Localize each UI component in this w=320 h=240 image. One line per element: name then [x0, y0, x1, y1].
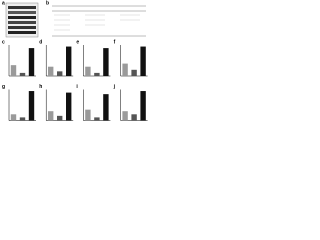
bar	[10, 114, 17, 121]
bar	[85, 109, 91, 121]
panel-label: j	[113, 84, 116, 90]
bar	[131, 69, 137, 76]
panel-label: c	[2, 39, 5, 45]
bar	[48, 66, 54, 76]
panel-label: e	[76, 39, 79, 45]
panel-label: g	[2, 84, 5, 90]
bar	[131, 114, 137, 121]
western-blot	[5, 2, 39, 38]
bar	[122, 111, 128, 121]
bar	[94, 72, 100, 76]
bar	[103, 48, 109, 76]
bar	[48, 111, 54, 121]
bar	[122, 63, 128, 76]
bar	[19, 117, 26, 121]
bar	[19, 72, 26, 76]
bar	[28, 48, 35, 76]
bar	[140, 91, 146, 121]
bar	[66, 92, 72, 121]
panel-label: a	[2, 0, 5, 6]
bar	[10, 65, 17, 76]
bar	[140, 46, 146, 76]
bar	[94, 117, 100, 121]
panel-label: b	[46, 0, 49, 6]
bar	[57, 71, 63, 76]
panel-label: h	[39, 84, 42, 90]
panel-label: i	[76, 84, 78, 90]
bar	[85, 66, 91, 76]
panel-label: f	[114, 39, 116, 45]
bar	[66, 46, 72, 76]
bar	[57, 115, 63, 121]
bar	[103, 94, 109, 121]
table	[52, 5, 146, 37]
panel-label: d	[39, 39, 42, 45]
bar	[28, 91, 35, 121]
figure: a b c d e f g h i j	[2, 0, 148, 121]
